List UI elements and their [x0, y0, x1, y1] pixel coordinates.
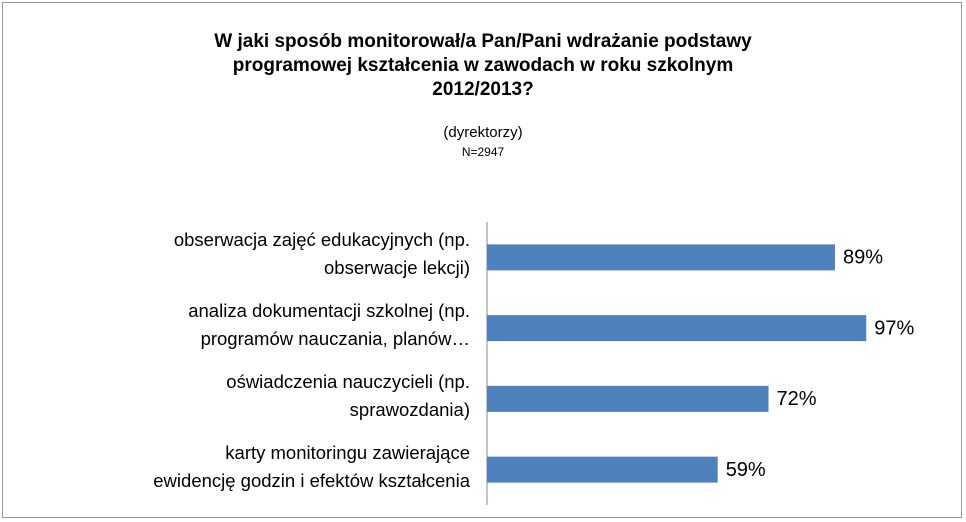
data-label: 59% — [726, 459, 766, 481]
bar — [487, 385, 769, 412]
chart-note: N=2947 — [461, 145, 505, 159]
data-label: 89% — [843, 247, 883, 269]
bar — [487, 315, 867, 342]
bar — [487, 456, 718, 483]
data-label: 97% — [874, 317, 914, 339]
y-tick-label: analiza dokumentacji szkolnej (np. progr… — [188, 300, 470, 350]
chart-subtitle: (dyrektorzy) — [443, 124, 523, 141]
y-tick-label: obserwacja zajęć edukacyjnych (np. obser… — [173, 229, 470, 279]
chart-title: W jaki sposób monitorował/a Pan/Pani wdr… — [214, 31, 752, 100]
bar — [487, 244, 835, 271]
data-label: 72% — [777, 388, 817, 410]
y-tick-label: oświadczenia nauczycieli (np. sprawozdan… — [226, 370, 470, 420]
y-tick-label: karty monitoringu zawierające ewidencję … — [153, 441, 470, 491]
